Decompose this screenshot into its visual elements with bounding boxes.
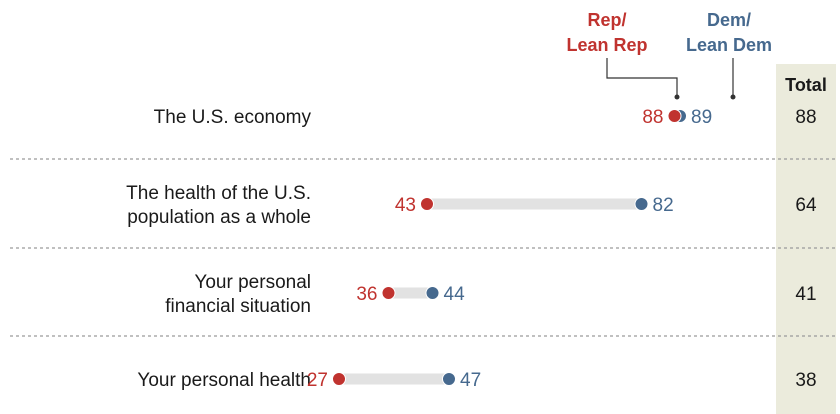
rep-value-your-personal-health: 27	[307, 370, 328, 391]
dem-dot-the-health-of-the-u-s-population-as-a-whole	[634, 197, 649, 211]
category-label-the-u-s-economy: The U.S. economy	[154, 107, 312, 128]
category-label-your-personal-health: Your personal health	[137, 370, 311, 391]
category-label-your-personal-financial-situation-line1: Your personal	[194, 272, 311, 293]
rep-value-the-u-s-economy: 88	[642, 107, 663, 128]
dem-dot-your-personal-financial-situation	[425, 286, 440, 300]
legend-rep-line1: Rep/	[587, 10, 626, 30]
category-label-the-health-of-the-u-s-population-as-a-whole-line1: The health of the U.S.	[126, 183, 311, 204]
total-header: Total	[785, 75, 827, 95]
total-value-the-u-s-economy: 88	[795, 107, 816, 128]
total-value-the-health-of-the-u-s-population-as-a-whole: 64	[795, 195, 817, 216]
rep-dot-your-personal-health	[332, 372, 346, 386]
rep-value-your-personal-financial-situation: 36	[356, 284, 377, 305]
legend-dem-line2: Lean Dem	[686, 35, 772, 55]
category-label-your-personal-financial-situation-line2: financial situation	[165, 296, 311, 317]
rep-value-the-health-of-the-u-s-population-as-a-whole: 43	[395, 195, 416, 216]
dem-dot-your-personal-health	[442, 372, 456, 386]
legend-rep-leader	[606, 58, 678, 95]
dem-value-your-personal-financial-situation: 44	[444, 284, 466, 305]
legend-rep-leader-end	[674, 94, 680, 100]
dem-value-the-health-of-the-u-s-population-as-a-whole: 82	[653, 195, 674, 216]
total-column-background	[776, 64, 836, 414]
dem-value-the-u-s-economy: 89	[691, 107, 712, 128]
total-value-your-personal-health: 38	[795, 370, 816, 391]
rep-dot-the-u-s-economy	[667, 109, 682, 123]
total-value-your-personal-financial-situation: 41	[795, 284, 816, 305]
legend-dem-leader-end	[730, 94, 736, 100]
rep-dot-the-health-of-the-u-s-population-as-a-whole	[420, 197, 434, 211]
legend-dem-line1: Dem/	[707, 10, 751, 30]
category-label-the-health-of-the-u-s-population-as-a-whole-line2: population as a whole	[127, 207, 311, 228]
rep-dot-your-personal-financial-situation	[381, 286, 396, 300]
dem-value-your-personal-health: 47	[460, 370, 481, 391]
legend-rep-line2: Lean Rep	[566, 35, 647, 55]
